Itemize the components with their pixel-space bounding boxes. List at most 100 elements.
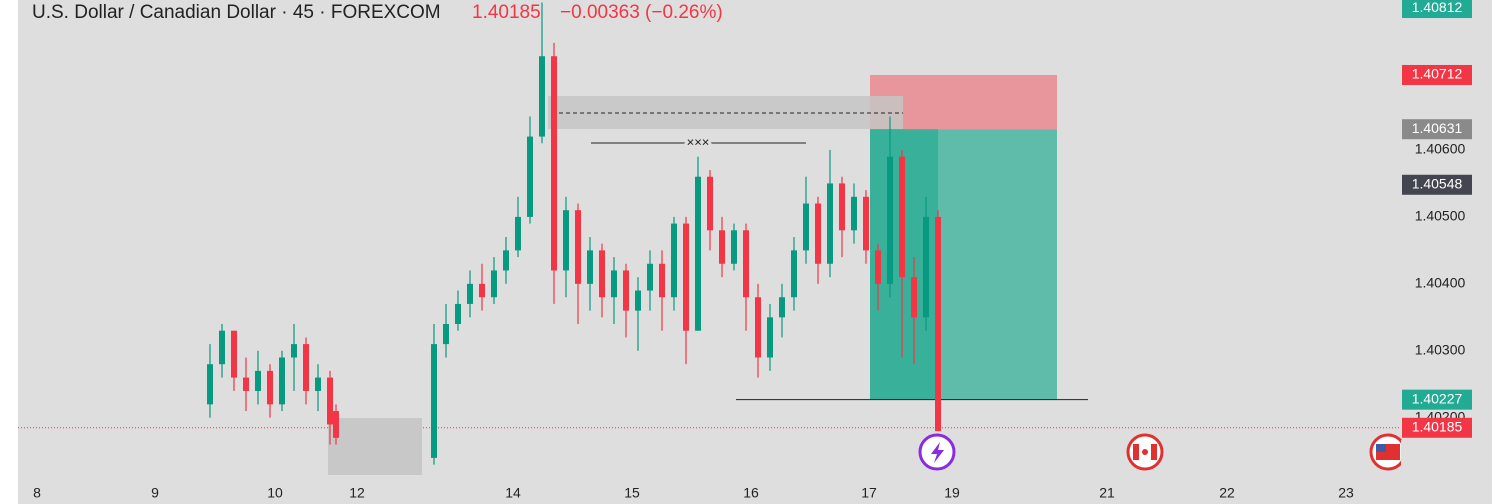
candle-body <box>207 364 213 405</box>
candle-body <box>563 210 569 271</box>
candle-body <box>231 330 237 378</box>
price-badge <box>1402 174 1472 195</box>
price-badge <box>1402 119 1472 140</box>
candle-body <box>587 250 593 284</box>
candle-body <box>455 303 461 325</box>
x-tick-label: 23 <box>1338 485 1354 501</box>
candle-body <box>267 370 273 405</box>
candle-body <box>923 216 929 318</box>
candle-body <box>935 216 941 432</box>
candle-body <box>575 210 581 284</box>
pattern-label: ××× <box>687 134 710 149</box>
flag <box>1376 444 1386 452</box>
candles <box>207 2 941 465</box>
candle-body <box>731 230 737 264</box>
x-tick-label: 19 <box>944 485 960 501</box>
price-badge-label: 1.40712 <box>1412 66 1463 82</box>
candle-body <box>243 377 249 391</box>
candle-body <box>695 176 701 331</box>
price-badge-label: 1.40548 <box>1412 175 1463 191</box>
candle-body <box>887 156 893 284</box>
candle-body <box>327 377 333 425</box>
lightning <box>931 442 944 463</box>
x-tick-label: 10 <box>267 485 283 501</box>
x-tick-label: 17 <box>861 485 877 501</box>
x-tick-label: 15 <box>624 485 640 501</box>
price-badge-label: 1.40631 <box>1412 120 1463 136</box>
price-badges: 1.40712 1.40631 1.40227 1.40812 1.40548 1.401… <box>1402 0 1472 438</box>
candle-body <box>899 156 905 278</box>
last-price: 1.40185 <box>472 2 541 23</box>
candle-body <box>863 196 869 251</box>
candle-body <box>671 223 677 298</box>
candle-body <box>539 56 545 137</box>
flag <box>1142 449 1148 455</box>
candle-body <box>647 263 653 291</box>
candle-body <box>683 223 689 331</box>
x-tick-label: 14 <box>505 485 521 501</box>
x-tick-label: 22 <box>1219 485 1235 501</box>
price-badge-label: 1.40812 <box>1412 0 1463 15</box>
candle-body <box>491 270 497 298</box>
chart-background <box>18 0 1492 504</box>
candle-body <box>611 270 617 298</box>
candle-body <box>551 56 557 271</box>
candle-body <box>599 250 605 298</box>
price-badge <box>1402 64 1472 85</box>
candle-body <box>303 344 309 391</box>
price-badge-label: 1.40185 <box>1412 418 1463 434</box>
candle-body <box>443 324 449 345</box>
candle-body <box>635 290 641 311</box>
candle-body <box>839 183 845 231</box>
candle-body <box>527 136 533 217</box>
zone-box <box>548 96 903 129</box>
y-tick-label: 1.40500 <box>1415 208 1466 224</box>
candle-body <box>803 203 809 251</box>
candle-body <box>791 250 797 298</box>
axis-cover <box>1401 440 1492 474</box>
candle-body <box>219 330 225 365</box>
candle-body <box>479 283 485 298</box>
candle-body <box>291 344 297 358</box>
y-tick-label: 1.40300 <box>1415 341 1466 357</box>
candle-body <box>875 250 881 284</box>
candle-body <box>255 370 261 391</box>
candle-body <box>779 297 785 318</box>
x-tick-label: 8 <box>33 485 41 501</box>
event-icons <box>918 433 1407 471</box>
x-tick-label: 16 <box>743 485 759 501</box>
y-tick-label: 1.40400 <box>1415 275 1466 291</box>
candle-body <box>623 270 629 311</box>
candle-body <box>851 196 857 231</box>
price-badge <box>1402 0 1472 19</box>
x-tick-label: 9 <box>151 485 159 501</box>
y-tick-label: 1.40600 <box>1415 141 1466 157</box>
candle-body <box>431 344 437 458</box>
x-tick-label: 12 <box>349 485 365 501</box>
price-change: −0.00363 (−0.26%) <box>560 2 723 23</box>
candle-body <box>767 317 773 358</box>
candle-body <box>743 230 749 298</box>
chart-title: U.S. Dollar / Canadian Dollar · 45 · FOR… <box>32 2 441 23</box>
price-badge <box>1402 389 1472 410</box>
candle-body <box>911 277 917 318</box>
candle-body <box>719 230 725 264</box>
candle-body <box>279 357 285 405</box>
candle-body <box>333 411 339 438</box>
candle-body <box>755 297 761 358</box>
candle-body <box>467 283 473 304</box>
zone-box <box>328 418 422 475</box>
candle-body <box>707 176 713 231</box>
candle-body <box>503 250 509 271</box>
price-badge-label: 1.40227 <box>1412 390 1463 406</box>
candle-body <box>827 183 833 264</box>
price-badge <box>1402 417 1472 438</box>
x-tick-label: 21 <box>1099 485 1115 501</box>
candle-body <box>815 203 821 264</box>
candle-body <box>515 216 521 251</box>
candle-body <box>315 377 321 391</box>
candle-body <box>659 263 665 298</box>
